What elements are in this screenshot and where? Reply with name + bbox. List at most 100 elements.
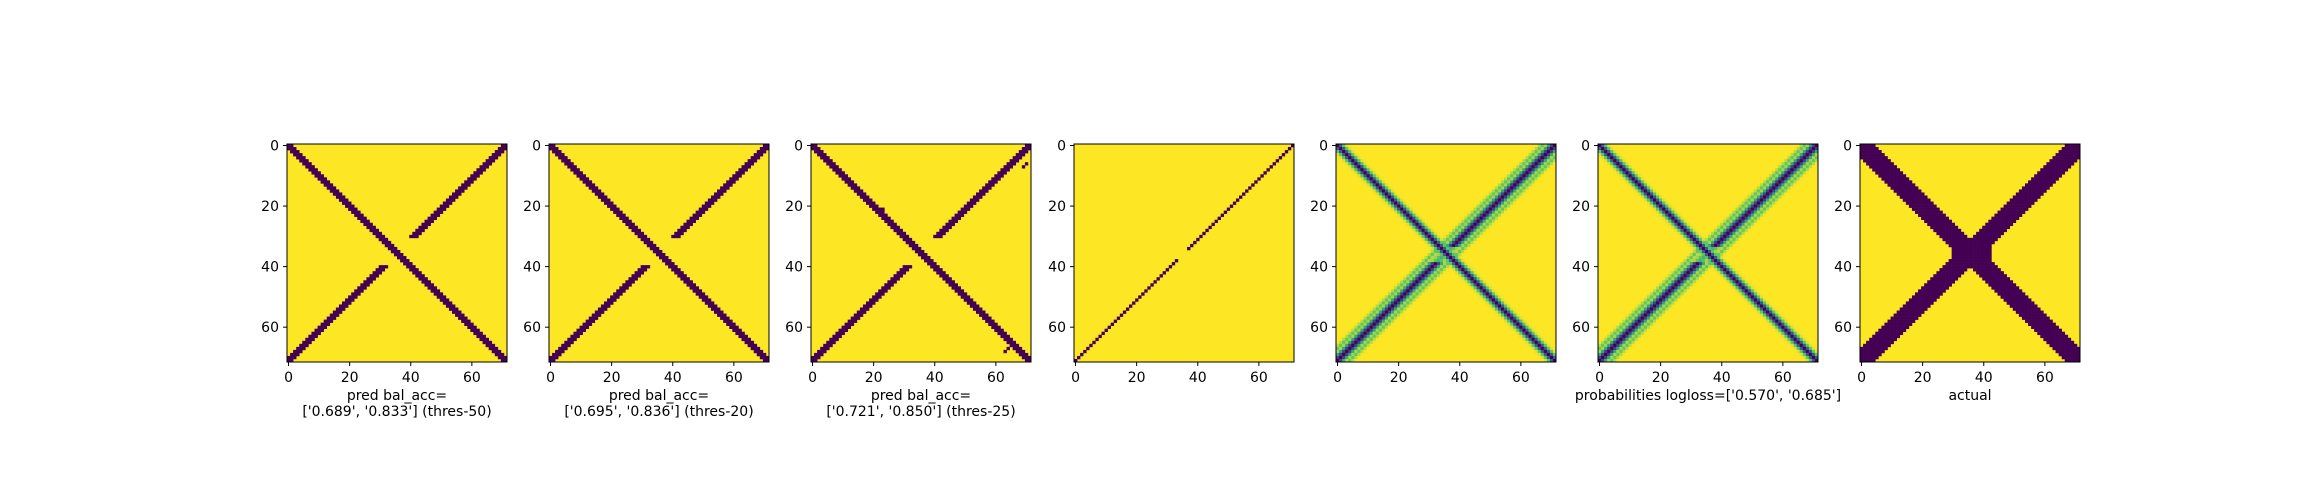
heatmap-cell (972, 198, 977, 202)
heatmap-cell (1659, 313, 1663, 317)
heatmap-cell (951, 280, 955, 284)
heatmap-cell (646, 265, 651, 269)
heatmap-cell (1781, 325, 1785, 329)
heatmap-cell (442, 295, 447, 299)
heatmap-cell (1695, 259, 1700, 263)
heatmap-cell (591, 319, 596, 323)
heatmap-cell (979, 307, 983, 311)
heatmap-cell (1781, 159, 1785, 163)
heatmap-cell (1378, 310, 1383, 314)
heatmap-cell (1613, 349, 1617, 354)
heatmap-cell (1549, 147, 1554, 151)
heatmap-cell (1619, 334, 1623, 339)
heatmap-cell (1747, 283, 1752, 287)
heatmap-cell (588, 319, 593, 323)
heatmap-cell (1242, 192, 1246, 196)
heatmap-cell (452, 304, 456, 308)
heatmap-cell (1464, 268, 1468, 272)
heatmap-cell (1622, 168, 1626, 172)
heatmap-cell (1372, 328, 1377, 333)
heatmap-cell (607, 301, 611, 305)
heatmap-cell (1403, 216, 1407, 220)
heatmap-cell (1805, 162, 1810, 166)
heatmap-cell (1976, 237, 1980, 242)
heatmap-cell (1510, 310, 1514, 314)
heatmap-cell (1470, 243, 1474, 248)
heatmap-cell (1759, 186, 1764, 190)
heatmap-cell (1086, 346, 1090, 351)
heatmap-cell (1427, 237, 1432, 242)
heatmap-cell (1525, 183, 1529, 187)
heatmap-cell (1668, 307, 1672, 311)
heatmap-cell (1905, 201, 1910, 205)
heatmap-cell (1899, 174, 1904, 178)
heatmap-cell (470, 325, 474, 329)
heatmap-cell (1510, 177, 1514, 181)
heatmap-cell (1640, 189, 1645, 193)
x-tick-label: 40 (1451, 370, 1469, 386)
heatmap-cell (1799, 150, 1804, 154)
heatmap-cell (1686, 271, 1690, 275)
heatmap-cell (1363, 322, 1367, 326)
heatmap-cell (1683, 219, 1687, 224)
heatmap-cell (637, 234, 641, 239)
heatmap-cell (308, 337, 312, 342)
heatmap-cell (1540, 352, 1545, 357)
heatmap-cell (1628, 337, 1632, 342)
heatmap-cell (1951, 243, 1956, 248)
heatmap-cell (1491, 189, 1496, 193)
heatmap-cell (564, 346, 568, 351)
heatmap-cell (835, 165, 839, 169)
heatmap-cell (741, 171, 745, 175)
heatmap-cell (403, 262, 407, 266)
heatmap-cell (759, 147, 764, 151)
heatmap-cell (1006, 334, 1010, 339)
heatmap-cell (2028, 201, 2032, 205)
heatmap-cell (1412, 292, 1416, 296)
heatmap-cell (1354, 340, 1358, 345)
heatmap-cell (1427, 283, 1432, 287)
heatmap-cell (1656, 307, 1660, 311)
heatmap-cell (1628, 165, 1632, 169)
heatmap-cell (637, 274, 641, 278)
heatmap-cell (1452, 268, 1456, 272)
heatmap-cell (619, 292, 623, 296)
heatmap-cell (1911, 195, 1916, 199)
heatmap-cell (1400, 210, 1404, 214)
heatmap-cell (759, 349, 764, 354)
heatmap-cell (1668, 271, 1672, 275)
heatmap-cell (1607, 159, 1611, 163)
heatmap-cell (1796, 162, 1800, 166)
heatmap-cell (957, 292, 962, 296)
heatmap-cell (1513, 325, 1517, 329)
heatmap-cell (351, 204, 355, 208)
heatmap-cell (607, 201, 611, 205)
heatmap-cell (1491, 210, 1496, 214)
heatmap-cell (1674, 295, 1678, 299)
heatmap-cell (1342, 159, 1346, 163)
heatmap-cell (1772, 174, 1776, 178)
heatmap-cell (2015, 207, 2020, 211)
heatmap-cell (1491, 213, 1496, 217)
heatmap-cell (2015, 213, 2020, 217)
heatmap-cell (1607, 334, 1611, 339)
heatmap-cell (1945, 228, 1949, 233)
heatmap-cell (1497, 313, 1502, 317)
heatmap-cell (1738, 222, 1742, 227)
heatmap-cell (1488, 222, 1493, 227)
heatmap-cell (503, 358, 508, 363)
heatmap-cell (1695, 240, 1700, 245)
heatmap-cell (1793, 346, 1797, 351)
heatmap-cell (1631, 186, 1635, 190)
heatmap-cell (1391, 286, 1395, 290)
heatmap-cell (933, 265, 937, 269)
heatmap-cell (2064, 162, 2069, 166)
heatmap-cell (1637, 183, 1642, 187)
heatmap-cell (1677, 210, 1681, 214)
heatmap-cell (1607, 343, 1611, 348)
heatmap-cell (1634, 304, 1639, 308)
heatmap-cell (1781, 186, 1785, 190)
heatmap-cell (381, 240, 386, 245)
heatmap-cell (1339, 147, 1343, 151)
heatmap-cell (1701, 268, 1706, 272)
